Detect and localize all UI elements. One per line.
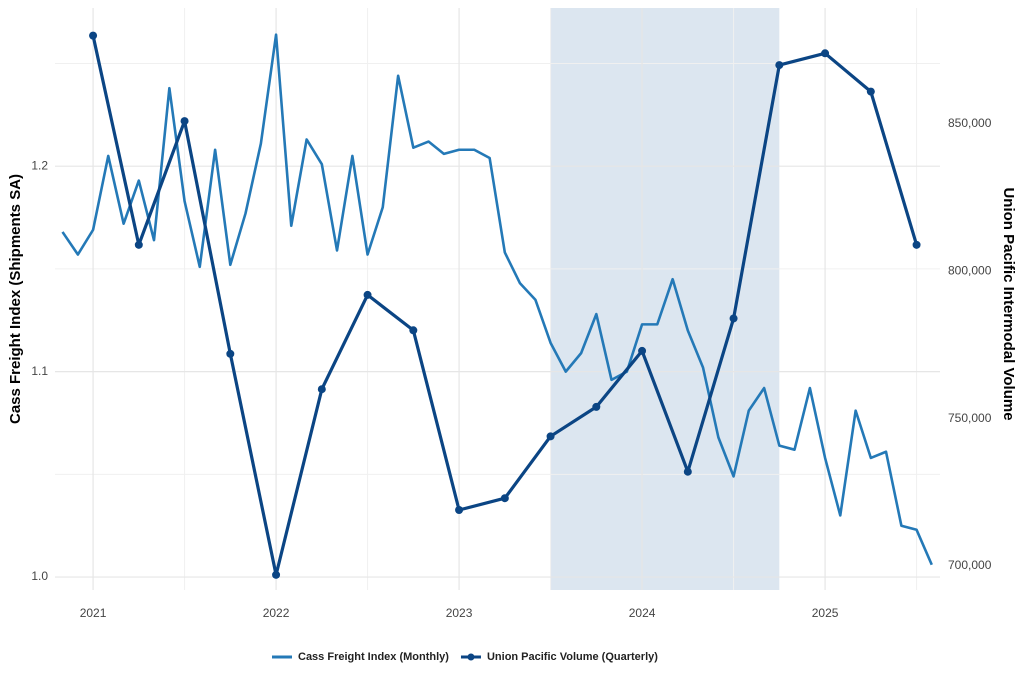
series-point bbox=[272, 570, 281, 579]
legend: Cass Freight Index (Monthly) Union Pacifi… bbox=[272, 651, 658, 663]
series-point bbox=[500, 494, 509, 503]
series-point bbox=[775, 61, 784, 70]
series-point bbox=[592, 402, 601, 411]
series-point bbox=[317, 385, 326, 394]
y2-tick-label: 700,000 bbox=[948, 558, 992, 572]
series-point bbox=[546, 432, 555, 441]
y-tick-label: 1.1 bbox=[31, 364, 48, 378]
legend-label: Union Pacific Volume (Quarterly) bbox=[487, 651, 658, 663]
x-tick-label: 2022 bbox=[263, 606, 290, 620]
y2-tick-label: 750,000 bbox=[948, 411, 992, 425]
series-point bbox=[363, 290, 372, 299]
legend-label: Cass Freight Index (Monthly) bbox=[298, 651, 449, 663]
x-tick-label: 2025 bbox=[812, 606, 839, 620]
series-point bbox=[89, 31, 98, 40]
legend-marker bbox=[467, 653, 475, 661]
x-tick-label: 2023 bbox=[446, 606, 473, 620]
series-point bbox=[683, 467, 692, 476]
series-point bbox=[226, 349, 235, 358]
y2-tick-label: 850,000 bbox=[948, 116, 992, 130]
y2-axis-title: Union Pacific Intermodal Volume bbox=[1000, 187, 1017, 420]
y-axis-title: Cass Freight Index (Shipments SA) bbox=[7, 174, 24, 424]
series-point bbox=[455, 506, 464, 515]
y-tick-label: 1.2 bbox=[31, 158, 48, 172]
y-tick-label: 1.0 bbox=[31, 569, 48, 583]
x-tick-label: 2024 bbox=[629, 606, 656, 620]
series-point bbox=[821, 49, 830, 58]
x-tick-label: 2021 bbox=[80, 606, 107, 620]
y2-tick-label: 800,000 bbox=[948, 264, 992, 278]
series-point bbox=[912, 240, 921, 249]
series-point bbox=[866, 87, 875, 96]
series-point bbox=[180, 117, 189, 126]
series-point bbox=[638, 346, 647, 355]
series-line bbox=[91, 35, 919, 577]
series-point bbox=[134, 240, 143, 249]
series-point bbox=[409, 326, 418, 335]
series-line bbox=[61, 33, 933, 566]
series-point bbox=[729, 314, 738, 323]
